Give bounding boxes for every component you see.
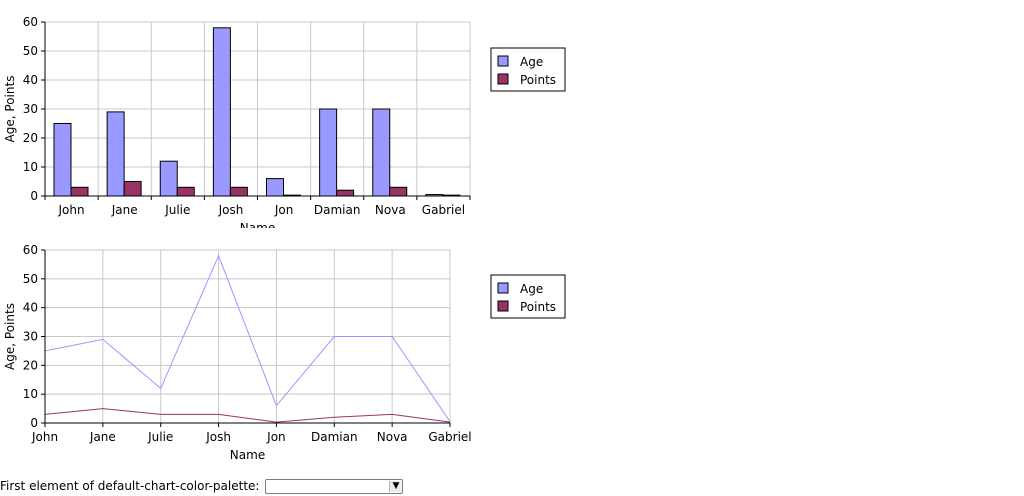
y-tick-label: 50	[23, 44, 38, 58]
bars	[53, 27, 461, 197]
palette-label: First element of default-chart-color-pal…	[0, 479, 260, 493]
legend: Age Points	[490, 47, 566, 92]
line-series-age	[44, 254, 451, 422]
bar-age-nova	[372, 108, 391, 197]
y-tick-label: 20	[23, 358, 38, 372]
legend-swatch-points	[497, 73, 509, 85]
palette-footer: First element of default-chart-color-pal…	[0, 477, 404, 495]
axes: 0 10 20 30 40 50 60 John Jane Julie Josh Jon Damian N…	[23, 15, 471, 217]
bar-points-jane	[123, 181, 142, 197]
y-tick-label: 40	[23, 73, 38, 87]
y-tick-label: 50	[23, 272, 38, 286]
triangle-down-icon[interactable]: ▼	[389, 480, 402, 492]
y-axis-title: Age, Points	[3, 76, 17, 143]
x-tick-label: Jon	[266, 430, 286, 444]
bar-age-jon	[266, 178, 284, 197]
x-axis-title: Name	[240, 221, 275, 228]
lines	[44, 254, 451, 423]
y-tick-label: 0	[30, 189, 38, 203]
bar-points-josh	[229, 186, 248, 197]
bar-points-nova	[389, 186, 408, 197]
y-tick-label: 30	[23, 330, 38, 344]
axes: 0 10 20 30 40 50 60 John Jane Julie Josh Jon Damian N…	[23, 243, 472, 444]
y-tick-label: 40	[23, 301, 38, 315]
legend-swatch-points	[497, 300, 509, 312]
x-tick-label: Julie	[147, 430, 173, 444]
x-tick-label: Jane	[111, 203, 138, 217]
legend-label-age: Age	[520, 282, 543, 296]
legend-label-points: Points	[520, 300, 556, 314]
bar-age-jane	[106, 111, 125, 197]
x-tick-label: Josh	[205, 430, 231, 444]
x-tick-label: John	[58, 203, 85, 217]
x-tick-label: Damian	[311, 430, 358, 444]
palette-select[interactable]: ▼	[265, 478, 404, 494]
y-axis-title: Age, Points	[3, 303, 17, 370]
legend: Age Points	[490, 274, 566, 319]
y-tick-label: 60	[23, 15, 38, 29]
x-tick-label: Jane	[89, 430, 116, 444]
legend-swatch-age	[497, 55, 509, 67]
bar-points-julie	[176, 186, 195, 197]
bar-age-julie	[159, 160, 178, 197]
x-tick-label: Jon	[274, 203, 294, 217]
line-chart: 0 10 20 30 40 50 60 John Jane Julie Josh Jon Damian N…	[3, 243, 566, 462]
x-tick-label: Josh	[218, 203, 244, 217]
x-tick-label: Gabriel	[428, 430, 471, 444]
y-tick-label: 60	[23, 243, 38, 257]
bar-age-john	[53, 123, 72, 197]
x-tick-label: Nova	[375, 203, 406, 217]
y-tick-label: 20	[23, 131, 38, 145]
x-axis-title: Name	[230, 448, 265, 462]
x-tick-label: Julie	[164, 203, 190, 217]
y-tick-label: 10	[23, 160, 38, 174]
bar-points-damian	[336, 189, 355, 197]
y-tick-label: 0	[30, 416, 38, 430]
y-tick-label: 10	[23, 387, 38, 401]
bar-age-damian	[319, 108, 338, 197]
bar-chart: 0 10 20 30 40 50 60 John Jane Julie Josh Jon Damian N…	[3, 15, 566, 228]
bar-points-john	[70, 186, 89, 197]
x-tick-label: Damian	[314, 203, 361, 217]
bar-age-josh	[212, 27, 231, 197]
y-tick-label: 30	[23, 102, 38, 116]
line-series-points	[44, 408, 451, 423]
legend-label-points: Points	[520, 73, 556, 87]
legend-label-age: Age	[520, 55, 543, 69]
x-tick-label: John	[31, 430, 58, 444]
x-tick-label: Nova	[377, 430, 408, 444]
legend-swatch-age	[497, 282, 509, 294]
x-tick-label: Gabriel	[422, 203, 465, 217]
